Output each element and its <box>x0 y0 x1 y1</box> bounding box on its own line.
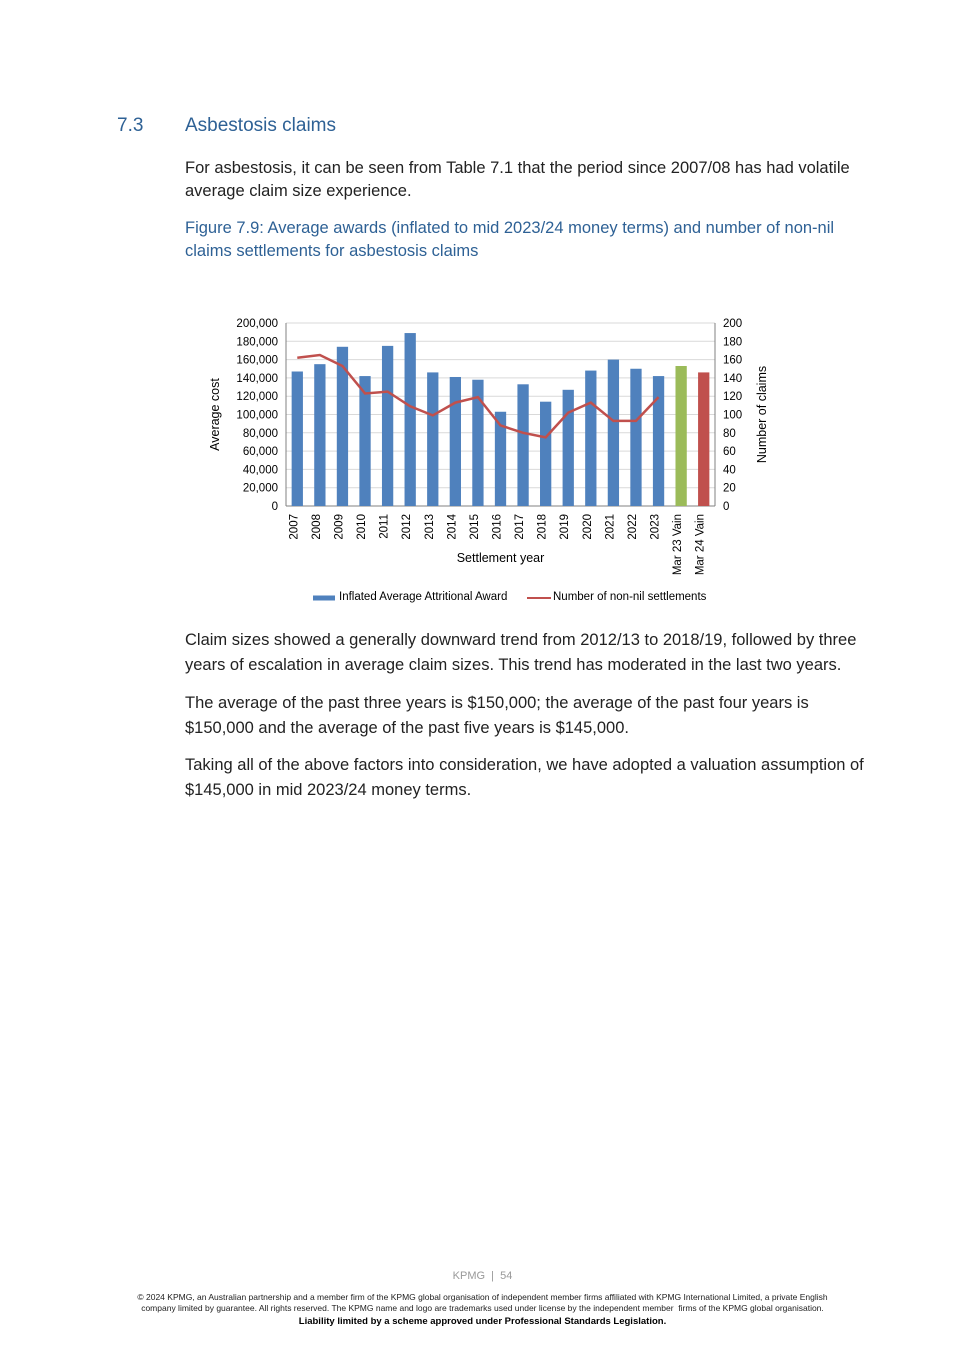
svg-text:80: 80 <box>723 428 736 440</box>
svg-text:2020: 2020 <box>582 514 594 540</box>
svg-text:Average cost: Average cost <box>208 378 222 451</box>
svg-text:20: 20 <box>723 483 736 495</box>
svg-text:2014: 2014 <box>446 513 458 539</box>
svg-text:0: 0 <box>723 501 729 513</box>
svg-text:160,000: 160,000 <box>236 355 278 367</box>
svg-text:2016: 2016 <box>492 514 504 540</box>
svg-text:2015: 2015 <box>469 514 481 540</box>
svg-text:100: 100 <box>723 410 742 422</box>
svg-text:20,000: 20,000 <box>243 483 278 495</box>
svg-text:140: 140 <box>723 373 742 385</box>
svg-text:2008: 2008 <box>311 514 323 540</box>
svg-text:140,000: 140,000 <box>236 373 278 385</box>
svg-text:2011: 2011 <box>379 514 391 539</box>
svg-text:Mar 24 Vain: Mar 24 Vain <box>695 514 707 575</box>
svg-text:Inflated Average Attritional A: Inflated Average Attritional Award <box>339 591 507 603</box>
svg-text:180,000: 180,000 <box>236 336 278 348</box>
svg-text:120,000: 120,000 <box>236 391 278 403</box>
svg-text:120: 120 <box>723 391 742 403</box>
svg-text:60,000: 60,000 <box>243 446 278 458</box>
svg-text:2012: 2012 <box>401 514 413 540</box>
svg-text:2019: 2019 <box>559 514 571 540</box>
svg-text:100,000: 100,000 <box>236 410 278 422</box>
svg-text:200: 200 <box>723 318 742 330</box>
svg-text:200,000: 200,000 <box>236 318 278 330</box>
svg-text:80,000: 80,000 <box>243 428 278 440</box>
svg-text:2007: 2007 <box>288 514 300 540</box>
svg-text:60: 60 <box>723 446 736 458</box>
svg-text:2017: 2017 <box>514 514 526 540</box>
svg-text:40,000: 40,000 <box>243 464 278 476</box>
svg-text:2021: 2021 <box>604 514 616 540</box>
svg-text:Settlement year: Settlement year <box>457 551 545 565</box>
svg-text:2009: 2009 <box>333 514 345 540</box>
svg-text:0: 0 <box>272 501 278 513</box>
svg-text:160: 160 <box>723 355 742 367</box>
svg-text:40: 40 <box>723 464 736 476</box>
svg-text:2023: 2023 <box>650 514 662 540</box>
svg-text:180: 180 <box>723 336 742 348</box>
svg-text:2010: 2010 <box>356 514 368 540</box>
svg-text:Mar 23 Vain: Mar 23 Vain <box>672 514 684 575</box>
svg-text:2022: 2022 <box>627 514 639 540</box>
svg-text:Number of non-nil settlements: Number of non-nil settlements <box>553 591 707 603</box>
svg-text:2013: 2013 <box>424 514 436 540</box>
svg-text:Number of claims: Number of claims <box>755 366 769 463</box>
svg-text:2018: 2018 <box>537 514 549 540</box>
